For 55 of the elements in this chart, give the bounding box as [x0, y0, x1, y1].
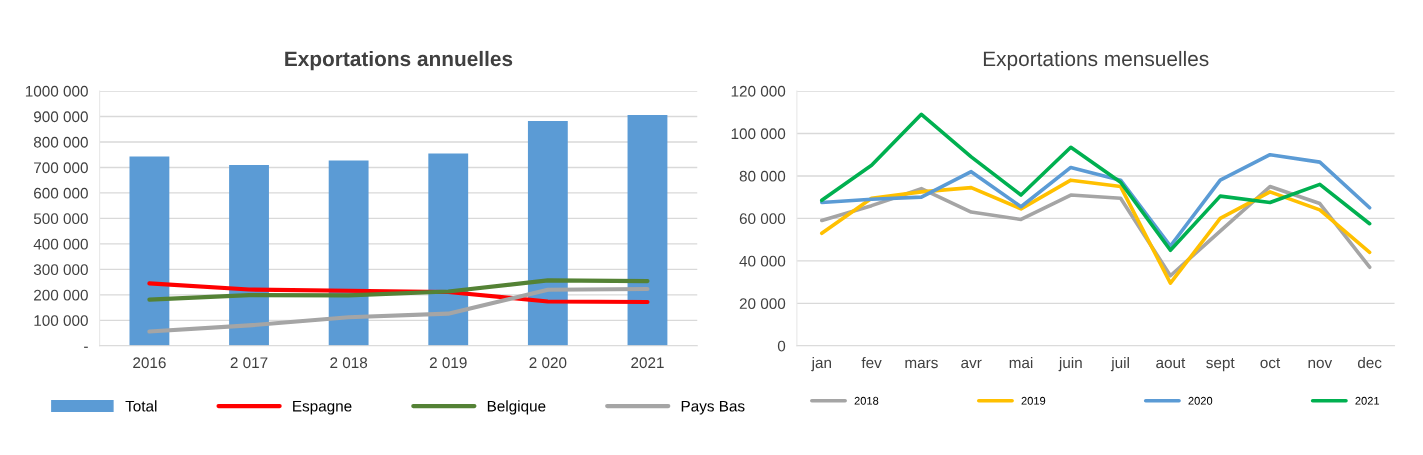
- y-tick-label: 500 000: [33, 213, 88, 225]
- y-tick-label: 400 000: [33, 238, 88, 250]
- x-tick-label: oct: [1260, 358, 1281, 369]
- bar: [229, 164, 269, 346]
- y-tick-label: 1000 000: [25, 85, 88, 97]
- y-tick-label: 120 000: [731, 85, 786, 97]
- line-series: [819, 152, 1372, 248]
- x-tick-label: jan: [811, 356, 831, 372]
- x-tick-label: mai: [1009, 356, 1033, 369]
- line-series: [147, 286, 650, 334]
- x-tick-label: avr: [961, 359, 982, 369]
- bar: [129, 156, 170, 346]
- legend-label: 2018: [854, 396, 879, 405]
- y-tick-label: 40 000: [739, 255, 786, 267]
- legend-label: Pays Bas: [681, 400, 745, 415]
- bar: [527, 121, 568, 346]
- legend-label: Total: [125, 400, 157, 412]
- y-tick-label: 600 000: [34, 187, 88, 199]
- x-tick-label: aout: [1156, 358, 1186, 369]
- x-tick-label: 2 019: [429, 357, 467, 369]
- y-tick-label: 80 000: [739, 170, 786, 182]
- y-tick-label: 0: [777, 340, 786, 352]
- y-tick-label: 800 000: [33, 136, 88, 148]
- x-tick-label: mars: [905, 359, 938, 369]
- x-tick-label: 2 017: [230, 357, 268, 369]
- x-tick-label: dec: [1357, 356, 1382, 369]
- x-tick-label: 2 018: [330, 357, 368, 369]
- legend-label: Espagne: [293, 400, 352, 415]
- y-tick-label: 20 000: [739, 298, 786, 310]
- bar: [627, 114, 668, 346]
- y-tick-label: -: [84, 346, 88, 348]
- x-tick-label: 2 020: [529, 357, 567, 369]
- y-tick-label: 100 000: [34, 315, 88, 327]
- x-tick-label: juin: [1058, 356, 1082, 372]
- x-tick-label: nov: [1308, 359, 1333, 369]
- y-tick-label: 700 000: [34, 162, 88, 174]
- x-tick-label: fev: [861, 356, 882, 369]
- y-tick-label: 900 000: [34, 111, 88, 123]
- legend-label: 2021: [1355, 396, 1380, 405]
- x-tick-label: 2016: [133, 357, 166, 369]
- chart-title: Exportations mensuelles: [983, 50, 1209, 71]
- x-tick-label: juil: [1110, 356, 1129, 372]
- y-tick-label: 100 000: [731, 128, 786, 140]
- x-tick-label: sept: [1206, 358, 1235, 372]
- line-series: [819, 112, 1372, 253]
- bar: [428, 153, 469, 346]
- legend-label: 2019: [1021, 396, 1046, 405]
- y-tick-label: 300 000: [33, 264, 88, 276]
- y-tick-label: 200 000: [34, 289, 88, 301]
- legend-label: Belgique: [487, 400, 546, 415]
- x-tick-label: 2021: [631, 357, 664, 369]
- chart-title: Exportations annuelles: [285, 50, 513, 71]
- bar: [328, 160, 369, 346]
- y-tick-label: 60 000: [739, 213, 786, 225]
- legend-label: 2020: [1188, 396, 1213, 405]
